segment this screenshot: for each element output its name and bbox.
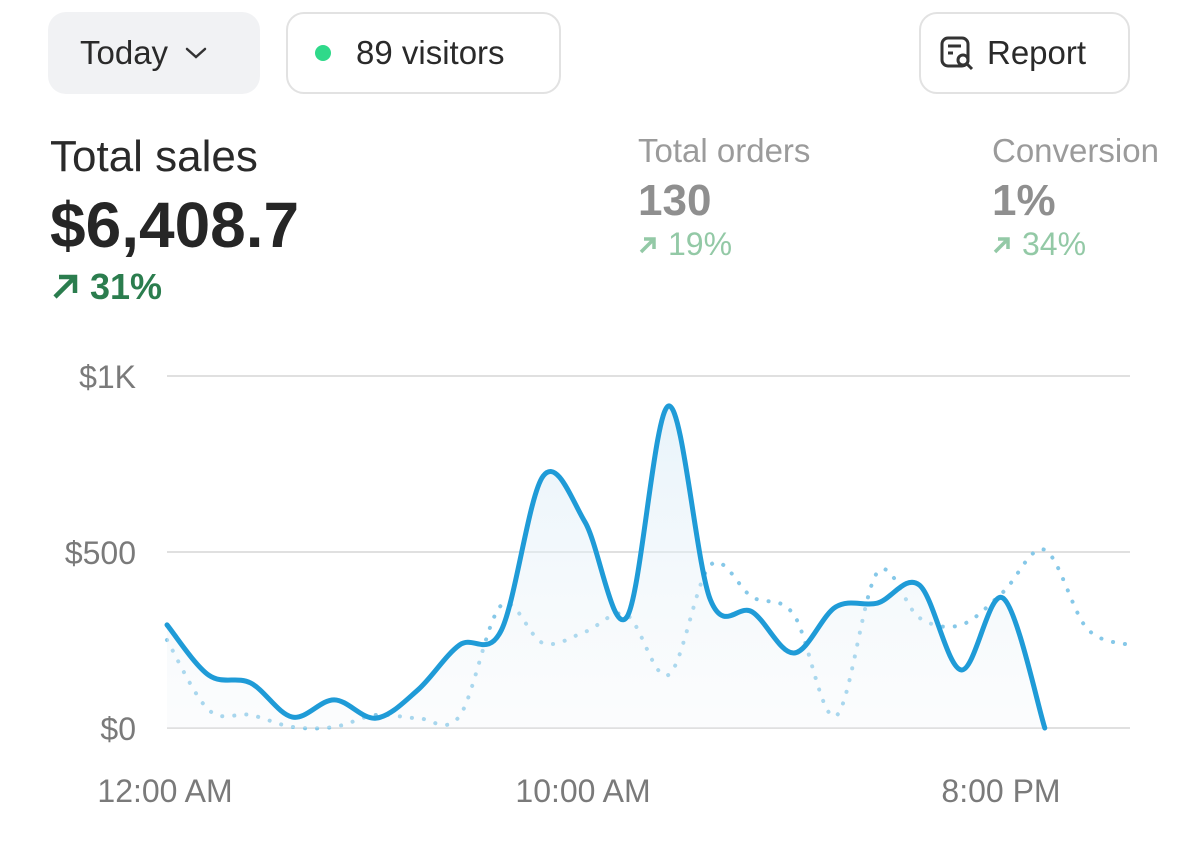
x-tick-label: 12:00 AM xyxy=(97,773,232,809)
report-button[interactable]: Report xyxy=(919,12,1130,94)
metric-change: 31% xyxy=(90,266,163,307)
metric-value: 130 xyxy=(638,176,712,225)
y-tick-label: $1K xyxy=(79,359,136,395)
metric-change: 34% xyxy=(1022,226,1087,262)
y-tick-label: $0 xyxy=(100,711,136,747)
total-orders: Total orders 130 19% xyxy=(638,132,810,263)
period-label: Today xyxy=(80,34,169,71)
conversion: Conversion 1% 34% xyxy=(992,132,1159,263)
series-line xyxy=(164,403,1048,731)
metric-label: Conversion xyxy=(992,132,1159,169)
metric-label: Total orders xyxy=(638,132,811,169)
metric-value: 1% xyxy=(992,176,1056,225)
report-icon xyxy=(940,36,974,71)
live-dot xyxy=(315,45,331,61)
metric-label: Total sales xyxy=(50,132,258,181)
up-arrow xyxy=(993,236,1010,253)
metric-change: 19% xyxy=(668,226,733,262)
x-tick-label: 8:00 PM xyxy=(941,773,1060,809)
period-button[interactable]: Today xyxy=(48,12,260,94)
visitors-label: 89 visitors xyxy=(356,34,505,71)
up-arrow xyxy=(639,236,656,253)
x-tick-label: 10:00 AM xyxy=(515,773,650,809)
up-arrow xyxy=(53,274,78,299)
y-tick-label: $500 xyxy=(65,535,136,571)
total-sales: Total sales $6,408.7 31% xyxy=(50,132,299,308)
series-area xyxy=(167,405,1045,728)
chart: $0 $500 $1K 12:00 AM 10:00 AM 8:00 PM xyxy=(65,359,1131,809)
visitors-button[interactable]: 89 visitors xyxy=(286,12,561,94)
metric-value: $6,408.7 xyxy=(50,189,300,261)
chevron-icon xyxy=(185,47,207,59)
report-label: Report xyxy=(987,34,1087,71)
